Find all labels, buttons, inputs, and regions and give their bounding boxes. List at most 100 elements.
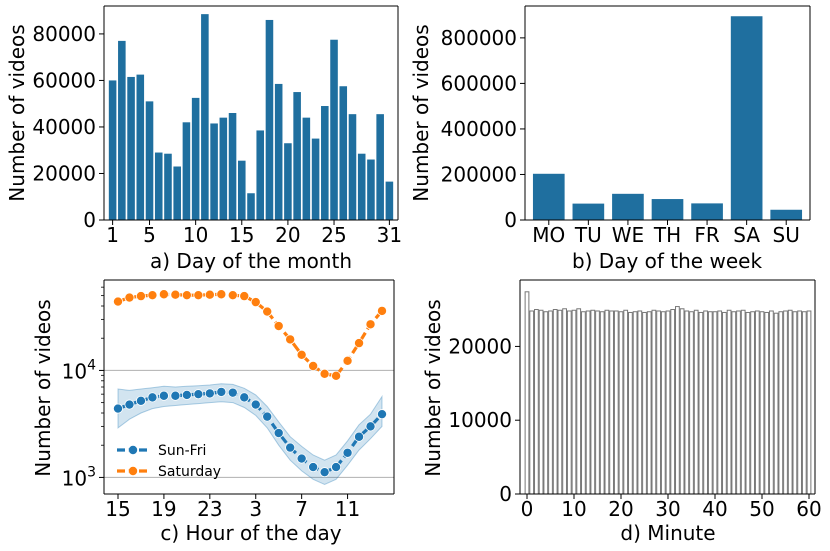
panel-c-xtick-label: 3 — [249, 497, 262, 521]
bar-day-27 — [348, 114, 357, 220]
panel-b-bars — [532, 16, 803, 221]
bar-minute-29 — [660, 311, 666, 495]
bar-minute-59 — [801, 311, 807, 495]
bar-day-6 — [154, 152, 163, 220]
bar-minute-60 — [806, 310, 812, 495]
bar-minute-48 — [750, 311, 755, 495]
sun-fri-point — [204, 388, 215, 399]
panel-a-ytick-label: 20000 — [32, 161, 96, 185]
bar-WE — [612, 193, 644, 220]
bar-day-21 — [293, 92, 301, 220]
bar-minute-45 — [736, 310, 741, 495]
panel-b-day-of-week: MO TU WE TH FR SA SU0200000400000600000800000 … — [409, 5, 811, 273]
saturday-point — [296, 349, 307, 360]
bar-day-28 — [357, 153, 366, 220]
bar-day-19 — [274, 83, 283, 220]
panel-b-ylabel: Number of videos — [409, 24, 433, 201]
bar-day-2 — [118, 40, 126, 221]
panel-d-ytick-label: 20000 — [448, 334, 512, 358]
panel-c-xtick-label: 11 — [335, 497, 360, 521]
saturday-point — [365, 319, 376, 330]
bar-minute-3 — [538, 309, 544, 495]
sun-fri-point — [193, 389, 204, 400]
sun-fri-point — [319, 467, 330, 478]
bar-minute-40 — [712, 311, 718, 495]
bar-day-7 — [164, 153, 172, 220]
saturday-point — [308, 360, 319, 371]
panel-b-xtick-label: TU — [574, 223, 602, 247]
panel-d-xtick-label: 30 — [655, 497, 680, 521]
bar-minute-21 — [623, 309, 629, 495]
panel-d-axes: 0 10000 20000 0 10 20 30 40 50 60 — [448, 279, 822, 521]
sun-fri-legend-marker — [127, 444, 138, 455]
bar-minute-55 — [783, 310, 788, 495]
bar-day-23 — [311, 138, 320, 220]
bar-minute-24 — [637, 310, 643, 495]
bar-day-31 — [385, 181, 394, 220]
panel-a-axes: 0 20000 40000 60000 80000 1 5 10 15 20 25 31 — [32, 5, 402, 247]
panel-c-ylabel: Number of videos — [31, 299, 55, 476]
bar-day-24 — [321, 106, 329, 220]
panel-c-ytick-label: 104 — [62, 357, 96, 383]
sun-fri-point — [216, 386, 227, 397]
saturday-point — [193, 290, 204, 301]
saturday-line — [117, 292, 384, 378]
bar-minute-53 — [773, 312, 779, 495]
panel-d-xlabel: d) Minute — [620, 521, 715, 545]
bar-minute-50 — [759, 311, 765, 495]
panel-a-xtick-label: 15 — [229, 223, 254, 247]
bar-minute-23 — [632, 311, 638, 495]
panel-c-xtick-label: 19 — [151, 497, 176, 521]
bar-day-17 — [256, 130, 265, 220]
panel-c-legend: Sun-Fri Saturday — [117, 443, 221, 480]
bar-minute-35 — [689, 311, 694, 495]
sun-fri-point — [170, 390, 181, 401]
saturday-point — [331, 370, 342, 381]
bar-minute-25 — [642, 311, 647, 495]
bar-minute-2 — [534, 309, 539, 495]
bar-minute-15 — [595, 310, 600, 495]
panel-b-xtick-label: SA — [733, 223, 760, 247]
panel-c-axes: 103 104 15 19 23 3 7 11 — [62, 279, 395, 521]
saturday-point — [113, 296, 124, 307]
bar-day-12 — [210, 123, 218, 220]
saturday-legend-marker — [127, 465, 138, 476]
bar-minute-34 — [684, 310, 690, 495]
saturday-point — [376, 305, 387, 316]
saturday-point — [319, 368, 330, 379]
panel-a-ytick-label: 60000 — [32, 68, 96, 92]
panel-a-ytick-label: 0 — [83, 208, 96, 232]
panel-c-xtick-label: 23 — [197, 497, 222, 521]
bar-minute-37 — [698, 311, 704, 495]
bar-minute-5 — [548, 310, 553, 495]
bar-day-20 — [284, 143, 292, 220]
panel-a-xtick-label: 25 — [321, 223, 346, 247]
bar-day-11 — [201, 14, 209, 221]
bar-minute-18 — [609, 310, 614, 495]
bar-minute-4 — [543, 311, 549, 495]
sun-fri-point — [250, 399, 261, 410]
saturday-point — [273, 321, 284, 332]
panel-d-xtick-label: 40 — [702, 497, 727, 521]
bar-minute-12 — [581, 311, 586, 495]
saturday-point — [216, 289, 227, 300]
sun-fri-point — [273, 428, 284, 439]
panel-b-xtick-label: FR — [694, 223, 720, 247]
bar-day-22 — [302, 117, 311, 220]
bar-minute-14 — [590, 309, 596, 495]
sun-fri-point — [365, 421, 376, 432]
bar-day-25 — [330, 39, 338, 221]
panel-a-xtick-label: 10 — [183, 223, 208, 247]
bar-minute-28 — [656, 310, 661, 495]
sun-fri-point — [239, 392, 250, 403]
bar-minute-32 — [675, 306, 680, 495]
bar-TH — [651, 199, 684, 220]
saturday-point — [170, 289, 181, 300]
panel-c-xlabel: c) Hour of the day — [160, 521, 341, 545]
panel-a-day-of-month: 0 20000 40000 60000 80000 1 5 10 15 20 25 31 a) Day… — [5, 5, 402, 273]
bar-minute-10 — [571, 309, 577, 495]
bar-minute-27 — [651, 309, 657, 495]
bar-minute-39 — [707, 311, 713, 495]
exponent: 3 — [87, 464, 96, 480]
